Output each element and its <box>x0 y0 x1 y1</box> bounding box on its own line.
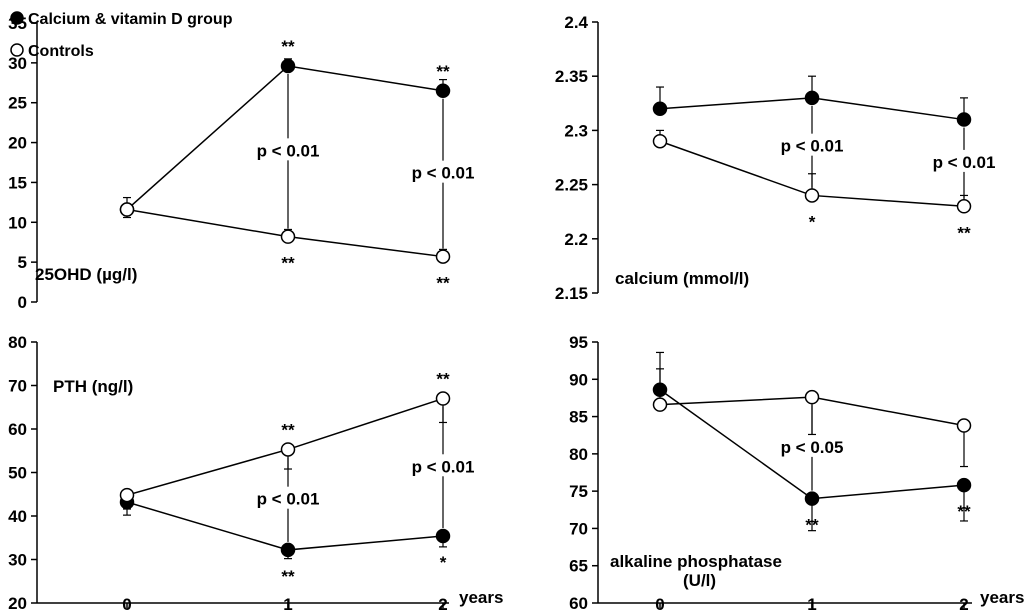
data-point-controls <box>652 133 668 149</box>
data-point-treated <box>280 58 296 74</box>
y-tick-label: 2.2 <box>564 230 588 249</box>
significance-marker: ** <box>436 370 450 389</box>
p-value-label: p < 0.01 <box>257 490 320 509</box>
x-tick-label: 0 <box>122 595 131 610</box>
y-tick-label: 75 <box>569 482 588 501</box>
significance-marker: ** <box>281 37 295 56</box>
significance-marker: ** <box>281 254 295 273</box>
y-tick-label: 2.35 <box>555 67 588 86</box>
y-tick-label: 2.15 <box>555 284 588 303</box>
p-value-backing <box>250 486 326 509</box>
y-axis-label: 25OHD (µg/l) <box>35 265 137 284</box>
data-point-treated <box>956 477 972 493</box>
data-point-controls <box>119 487 135 503</box>
y-tick-label: 60 <box>8 420 27 439</box>
p-value-label: p < 0.01 <box>412 457 475 476</box>
legend: Calcium & vitamin D group Controls <box>10 11 233 60</box>
x-axis-unit: years <box>980 588 1024 607</box>
data-point-treated <box>435 83 451 99</box>
y-axis-label: calcium (mmol/l) <box>615 269 749 288</box>
y-tick-label: 2.25 <box>555 176 588 195</box>
y-tick-label: 40 <box>8 507 27 526</box>
panel-top-left: 0510152025303525OHD (µg/l)p < 0.01p < 0.… <box>8 14 481 312</box>
data-point-controls <box>435 391 451 406</box>
y-tick-label: 25 <box>8 94 27 113</box>
y-tick-label: 80 <box>569 445 588 464</box>
data-point-controls <box>956 418 972 433</box>
panel-top-right: 2.15 2.2 2.25 2.3 2.35 2.4 calcium (mmol/l) p <… <box>555 13 1002 303</box>
y-tick-label: 50 <box>8 464 27 483</box>
significance-marker: ** <box>281 420 295 439</box>
y-tick-label: 95 <box>569 333 588 352</box>
y-tick-label: 20 <box>8 134 27 153</box>
y-axis-label: alkaline phosphatase (U/l) <box>610 552 782 590</box>
p-value-label: p < 0.05 <box>781 438 844 457</box>
y-tick-label: 15 <box>8 173 27 192</box>
significance-marker: ** <box>436 274 450 293</box>
significance-marker: * <box>809 212 816 231</box>
y-tick-label: 20 <box>8 594 27 610</box>
y-tick-label: 60 <box>569 594 588 610</box>
data-point-controls <box>280 442 296 457</box>
data-point-treated <box>804 90 820 106</box>
p-value-backing <box>926 149 1002 172</box>
data-point-treated <box>804 491 820 506</box>
x-tick-label: 2 <box>959 595 968 610</box>
data-point-controls <box>804 188 820 203</box>
data-point-treated <box>652 101 668 116</box>
p-value-backing <box>774 133 850 156</box>
p-value-label: p < 0.01 <box>257 141 320 160</box>
x-axis-unit: years <box>459 588 503 607</box>
data-point-controls <box>280 229 296 244</box>
data-point-controls <box>956 199 972 214</box>
significance-marker: ** <box>957 502 971 521</box>
p-value-label: p < 0.01 <box>781 137 844 156</box>
y-tick-label: 10 <box>8 213 27 232</box>
series-line-treated <box>126 65 444 211</box>
p-value-label: p < 0.01 <box>933 153 996 172</box>
y-axis-label: PTH (ng/l) <box>53 377 133 396</box>
y-tick-label: 2.3 <box>564 121 588 140</box>
data-point-controls <box>652 397 668 412</box>
data-point-controls <box>435 249 451 264</box>
p-value-backing <box>250 138 326 161</box>
y-tick-label: 70 <box>569 519 588 538</box>
x-tick-label: 1 <box>807 595 816 610</box>
p-value-backing <box>405 454 481 477</box>
significance-marker: ** <box>281 567 295 586</box>
significance-marker: ** <box>957 223 971 242</box>
panel-bottom-right: 60 65 70 75 80 85 90 95 years alkaline phosphatas… <box>569 333 1024 610</box>
x-tick-label: 1 <box>283 595 292 610</box>
p-value-backing <box>405 160 481 183</box>
y-tick-label: 0 <box>18 293 27 312</box>
data-point-treated <box>956 112 972 127</box>
x-tick-label: 2 <box>438 595 447 610</box>
significance-marker: * <box>440 553 447 572</box>
p-value-label: p < 0.01 <box>412 164 475 183</box>
y-tick-label: 2.4 <box>564 13 588 32</box>
legend-label-treated: Calcium & vitamin D group <box>28 11 233 28</box>
y-tick-label: 85 <box>569 408 588 427</box>
data-point-controls <box>119 202 135 217</box>
significance-marker: ** <box>805 516 819 535</box>
data-point-treated <box>435 528 451 544</box>
x-tick-label: 0 <box>655 595 664 610</box>
data-point-treated <box>280 542 296 558</box>
y-tick-label: 30 <box>8 54 27 73</box>
series-line-treated <box>126 501 444 551</box>
y-tick-label: 80 <box>8 333 27 352</box>
significance-marker: ** <box>436 62 450 81</box>
legend-marker-controls <box>10 43 24 57</box>
y-tick-label: 65 <box>569 557 588 576</box>
y-tick-label: 5 <box>18 253 27 272</box>
y-tick-label: 30 <box>8 551 27 570</box>
y-tick-label: 90 <box>569 370 588 389</box>
legend-marker-treated <box>10 11 24 25</box>
data-point-controls <box>804 389 820 405</box>
legend-label-controls: Controls <box>28 43 94 60</box>
y-tick-label: 70 <box>8 377 27 396</box>
p-value-backing <box>774 434 850 457</box>
